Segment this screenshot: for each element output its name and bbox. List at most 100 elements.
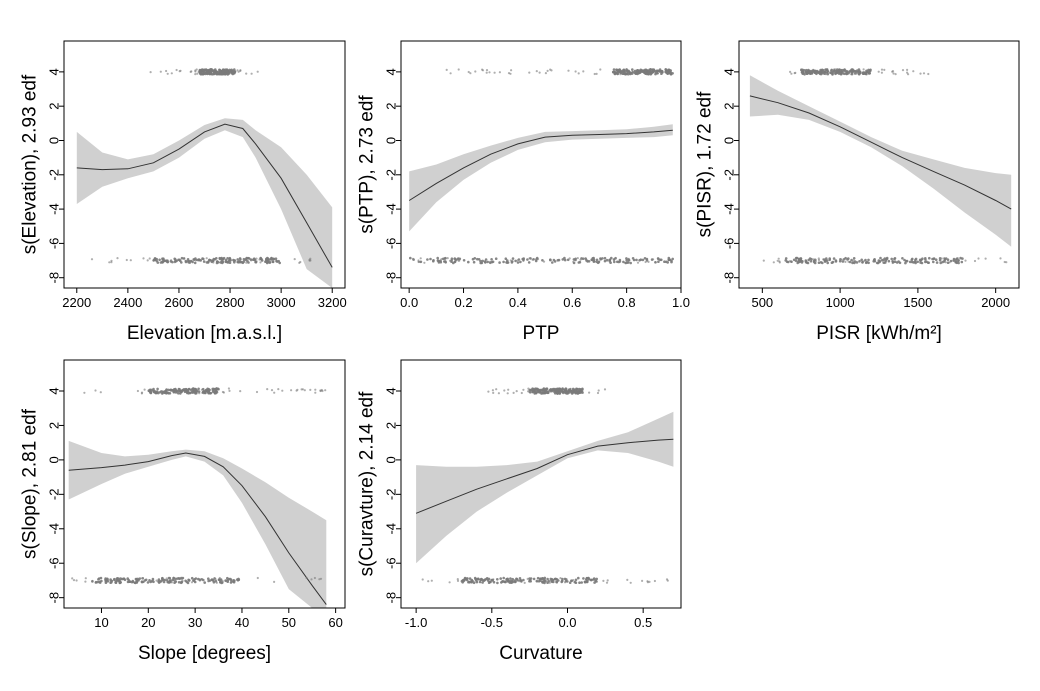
rug-point — [486, 260, 490, 264]
rug-point — [273, 580, 276, 584]
rug-point — [190, 581, 194, 584]
rug-point — [613, 71, 616, 74]
rug-point — [174, 260, 177, 263]
pisr-y-tick-label: 2 — [722, 103, 737, 110]
rug-point — [629, 261, 632, 265]
rug-point — [855, 261, 859, 264]
rug-point — [946, 261, 950, 265]
rug-point — [457, 68, 460, 71]
rug-point — [952, 259, 956, 262]
slope-y-tick-label: -2 — [47, 489, 62, 501]
rug-point — [483, 578, 487, 581]
rug-point — [224, 260, 228, 264]
rug-point — [190, 70, 193, 73]
curvature-y-tick-label: 4 — [384, 387, 399, 394]
rug-point — [91, 579, 94, 583]
rug-point — [529, 257, 532, 260]
rug-point — [813, 261, 817, 265]
rug-point — [977, 257, 980, 260]
rug-point — [202, 257, 205, 261]
rug-point — [71, 577, 74, 580]
rug-point — [555, 580, 558, 584]
rug-point — [809, 260, 813, 263]
ptp-y-axis-label: s(PTP), 2.73 edf — [357, 95, 378, 234]
rug-point — [456, 578, 459, 581]
rug-point — [167, 576, 171, 580]
slope-plot-area — [68, 387, 327, 608]
rug-point — [546, 577, 549, 581]
rug-point — [910, 258, 914, 262]
rug-point — [201, 390, 205, 394]
rug-point — [211, 389, 215, 392]
rug-point — [274, 257, 278, 261]
rug-point — [472, 581, 476, 585]
rug-point — [927, 261, 930, 265]
rug-point — [176, 577, 179, 580]
rug-point — [1005, 261, 1008, 264]
rug-point — [417, 259, 420, 262]
rug-point — [664, 68, 668, 71]
rug-point — [227, 577, 231, 581]
rug-point — [174, 258, 177, 261]
rug-point — [161, 390, 164, 394]
rug-point — [193, 261, 197, 265]
rug-point — [825, 257, 828, 260]
ptp-smooth-line — [408, 129, 673, 201]
rug-point — [149, 71, 152, 74]
rug-point — [226, 580, 229, 583]
rug-point — [126, 580, 130, 584]
rug-point — [596, 391, 600, 395]
rug-point — [84, 580, 87, 583]
rug-point — [118, 580, 122, 584]
rug-point — [498, 71, 501, 74]
rug-point — [808, 71, 812, 74]
rug-point — [563, 256, 566, 260]
rug-point — [256, 70, 259, 73]
rug-point — [939, 261, 942, 265]
rug-point — [964, 259, 967, 262]
rug-point — [581, 257, 585, 261]
ptp-y-tick-label: -2 — [384, 169, 399, 181]
rug-point — [270, 389, 274, 392]
elevation-x-tick-label: 3200 — [318, 295, 347, 310]
rug-point — [276, 260, 279, 263]
rug-point — [219, 70, 222, 74]
rug-point — [135, 578, 138, 581]
rug-point — [143, 388, 146, 391]
ptp-rug-top — [445, 68, 674, 76]
rug-point — [577, 391, 581, 394]
ptp-y-tick-label: -8 — [384, 272, 399, 284]
rug-point — [660, 72, 663, 75]
rug-point — [823, 260, 827, 263]
rug-point — [502, 576, 506, 580]
rug-point — [203, 581, 206, 584]
rug-point — [115, 579, 119, 582]
rug-point — [206, 390, 210, 394]
rug-point — [839, 71, 842, 74]
rug-point — [523, 581, 526, 585]
rug-point — [852, 69, 856, 73]
rug-point — [488, 580, 492, 584]
curvature-y-tick-label: -6 — [384, 557, 399, 569]
rug-point — [227, 71, 230, 74]
rug-point — [851, 71, 854, 74]
rug-point — [835, 69, 838, 73]
rug-point — [542, 579, 546, 583]
elevation-x-tick-label: 3000 — [267, 295, 296, 310]
rug-point — [857, 68, 861, 71]
pisr-plot-frame — [738, 40, 1020, 289]
rug-point — [507, 388, 510, 391]
slope-smooth-line — [68, 452, 327, 605]
rug-point — [571, 387, 575, 391]
rug-point — [568, 581, 572, 584]
rug-point — [268, 261, 272, 264]
rug-point — [485, 69, 489, 72]
rug-point — [214, 579, 218, 583]
rug-point — [850, 258, 853, 262]
rug-point — [577, 72, 580, 75]
rug-point — [321, 389, 324, 393]
elevation-y-tick-label: -6 — [47, 238, 62, 250]
rug-point — [487, 390, 490, 393]
rug-point — [925, 260, 928, 264]
ptp-x-tick-label: 1.0 — [672, 295, 690, 310]
